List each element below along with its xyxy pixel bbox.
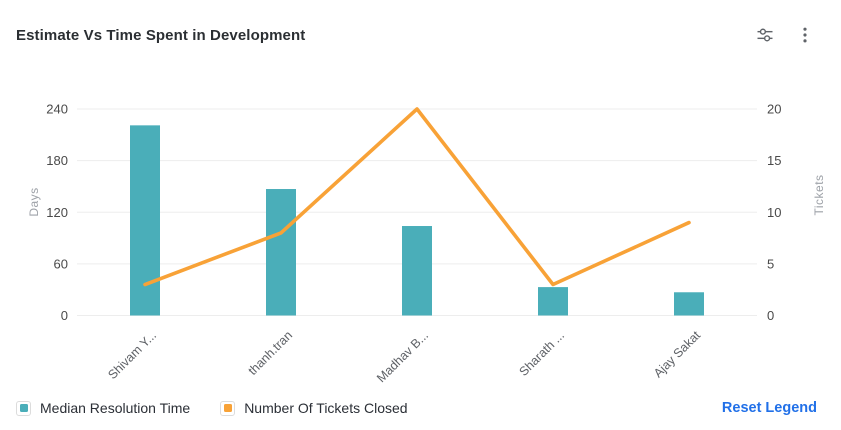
legend-color-chip [223,404,232,412]
legend-label: Number Of Tickets Closed [244,400,408,416]
x-axis-category-label: Ajay Sakat [651,328,704,381]
page-title: Estimate Vs Time Spent in Development [16,26,306,44]
filter-settings-button[interactable] [753,23,777,47]
x-axis-category-label: thanh.tran [245,328,295,378]
left-axis-tick: 0 [61,308,68,323]
legend-item-number-of-tickets-closed[interactable]: Number Of Tickets Closed [220,400,408,416]
right-axis-tick: 20 [767,102,781,117]
bar-median-resolution-time[interactable] [266,189,296,316]
chart-canvas: 0 0 60 5 120 10 180 15 240 20 Days Tickets Shivam Y.… [27,102,826,386]
left-axis-tick: 120 [46,205,68,220]
line-number-of-tickets-closed[interactable] [143,107,691,287]
left-axis-tick: 240 [46,102,68,117]
bar-median-resolution-time[interactable] [674,292,704,316]
legend-swatch-icon [16,400,31,416]
reset-legend-link[interactable]: Reset Legend [721,400,817,416]
bar-median-resolution-time[interactable] [402,226,432,316]
right-axis-tick: 5 [767,256,774,271]
right-axis-tick: 15 [767,153,781,168]
legend-color-chip [19,404,28,412]
legend-item-median-resolution-time[interactable]: Median Resolution Time [16,400,190,416]
header-icons [753,23,817,47]
x-axis-category-label: Sharath ... [516,328,567,379]
left-axis-tick: 60 [54,256,68,271]
left-axis-tick: 180 [46,153,68,168]
right-axis-title: Tickets [812,174,826,215]
sliders-icon [757,28,773,42]
legend-swatch-icon [220,400,236,416]
more-menu-button[interactable] [793,23,817,47]
vertical-ellipsis-icon [803,27,807,43]
right-axis-tick: 10 [767,205,781,220]
left-axis-title: Days [27,187,41,216]
chart-legend: Median Resolution Time Number Of Tickets… [16,397,817,419]
legend-label: Median Resolution Time [40,400,191,416]
right-axis-tick: 0 [767,308,774,323]
x-axis-category-label: Shivam Y... [105,328,159,382]
bar-median-resolution-time[interactable] [538,287,568,316]
x-axis-category-label: Madhav B... [374,328,431,385]
card-header: Estimate Vs Time Spent in Development [0,0,841,56]
bar-median-resolution-time[interactable] [130,125,160,316]
legend-items: Median Resolution Time Number Of Tickets… [16,400,408,416]
